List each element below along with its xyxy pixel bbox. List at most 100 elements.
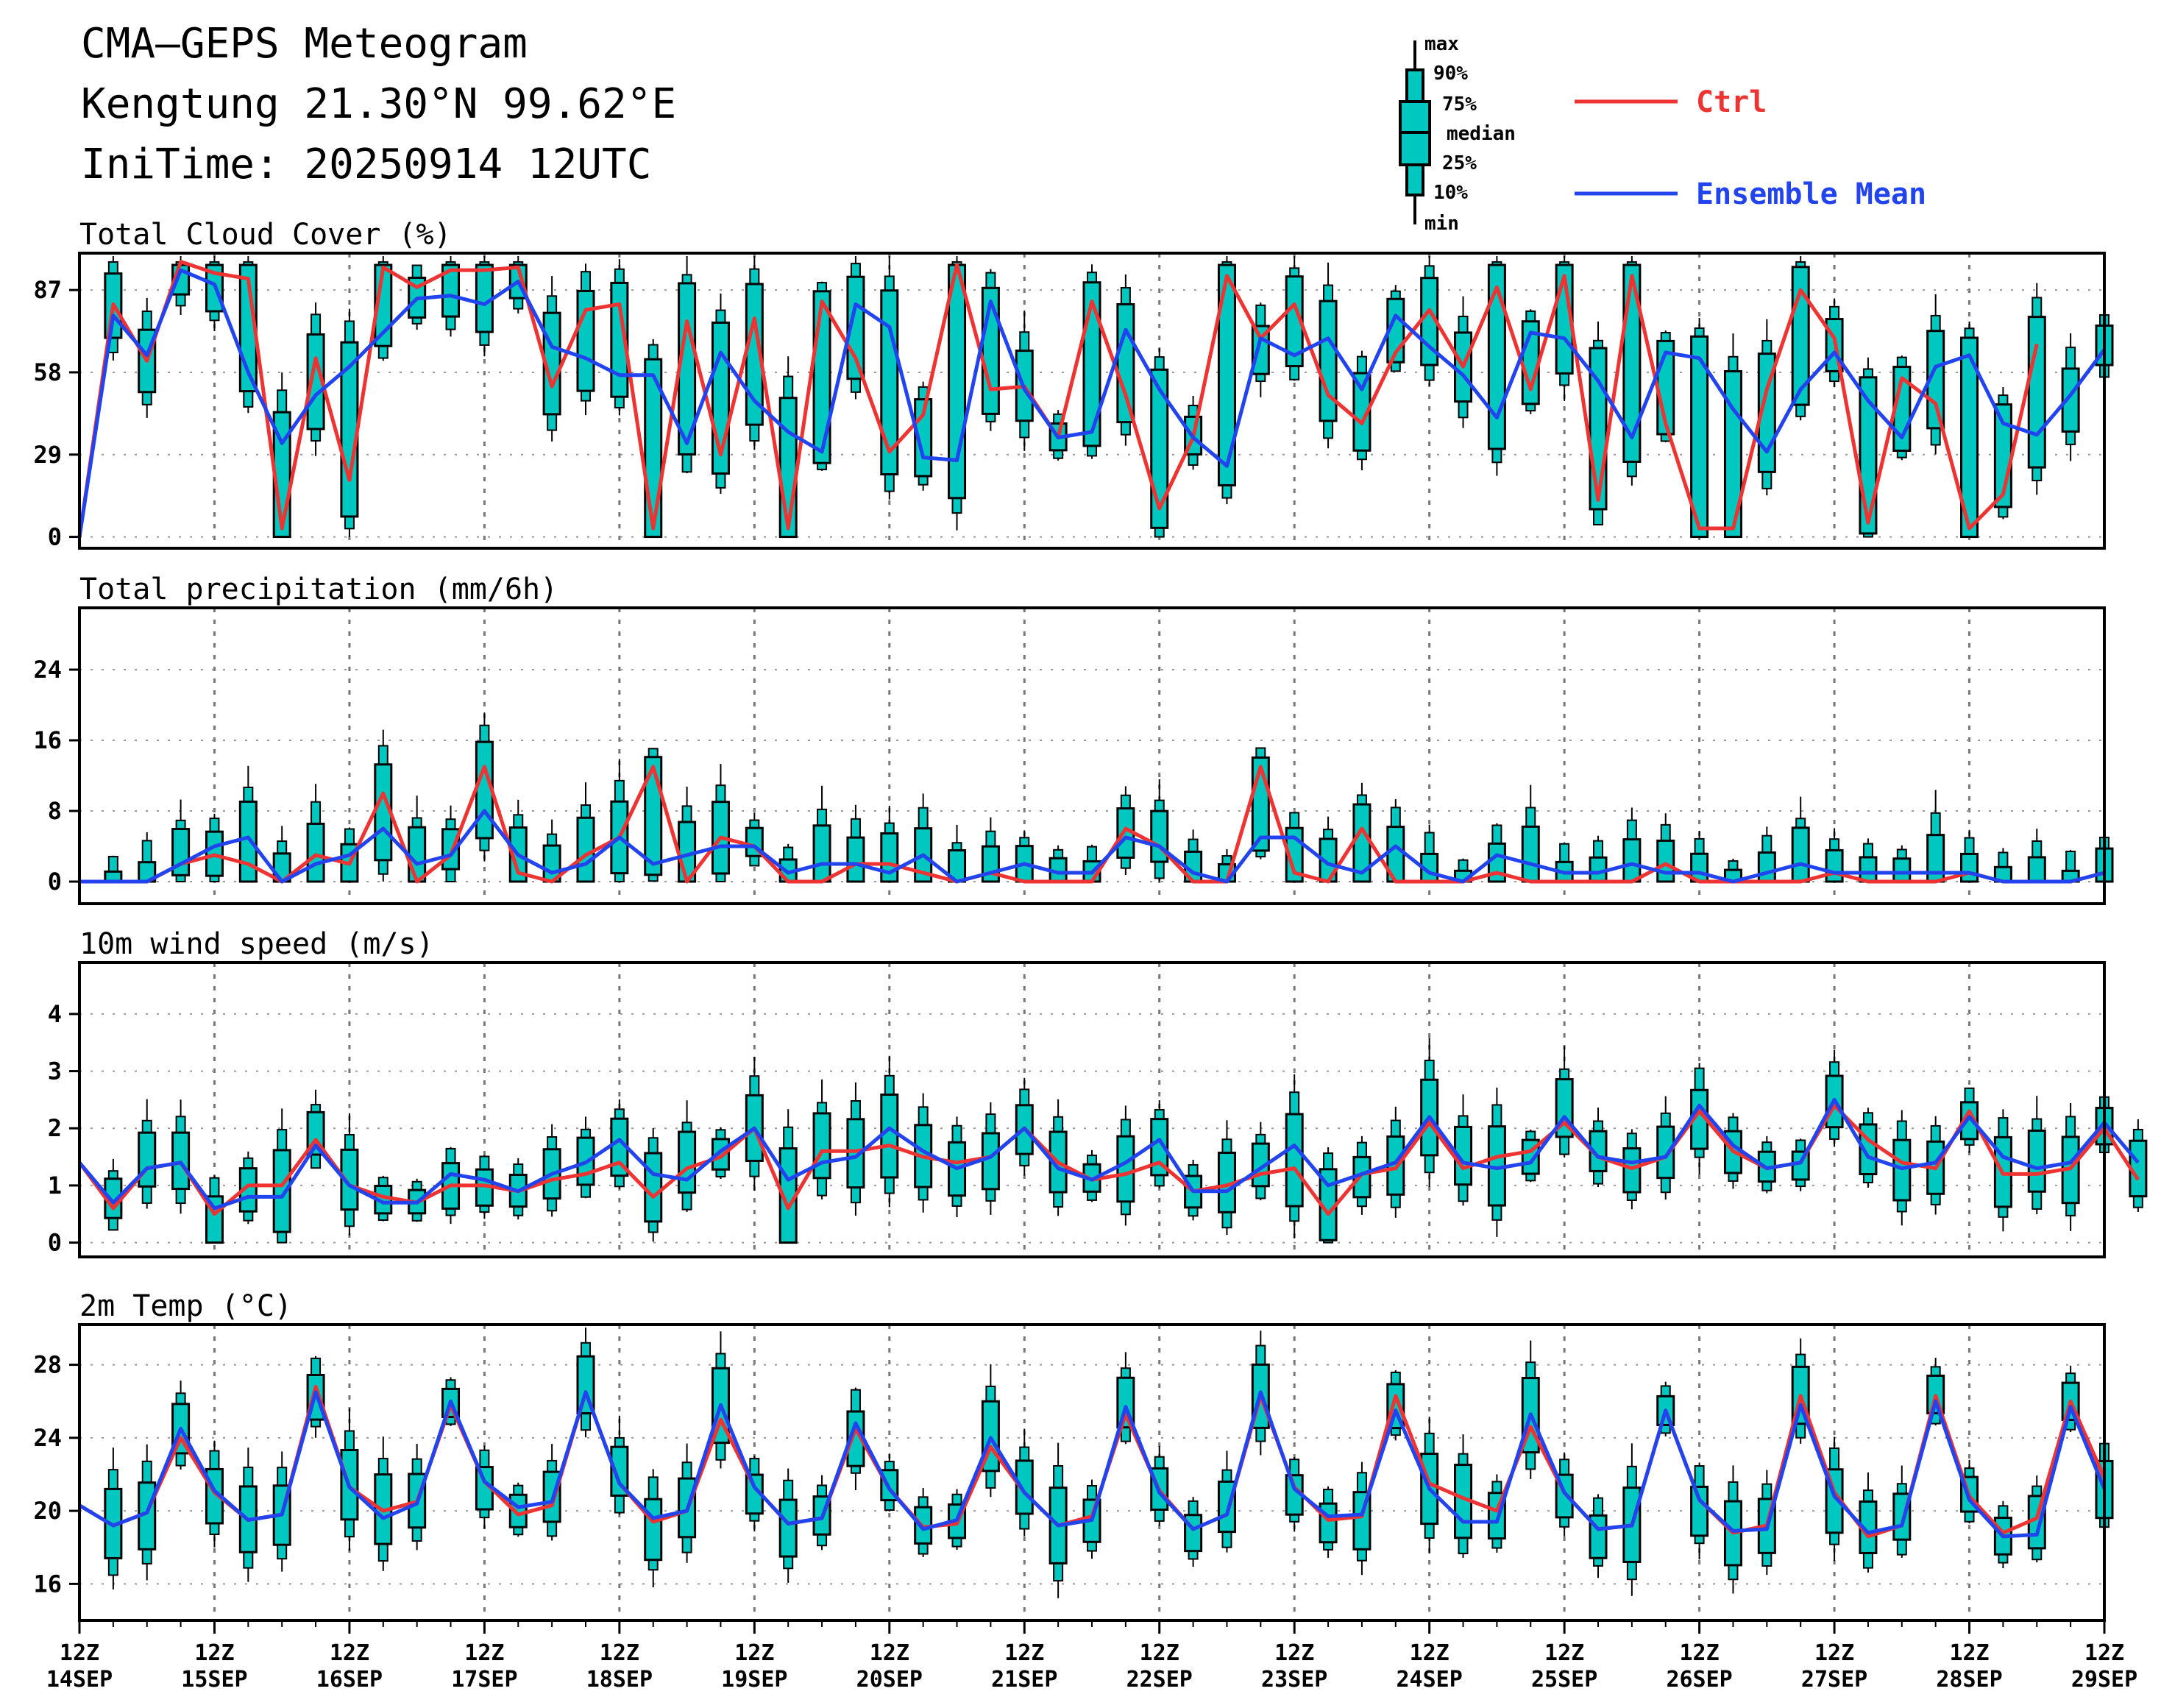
box-inner	[1521, 825, 1540, 883]
box-inner	[1791, 826, 1810, 883]
box-plot	[711, 764, 730, 882]
x-tick-label-hour: 12Z	[1004, 1640, 1044, 1666]
ctrl-series-line	[77, 260, 2039, 537]
box-plot	[1791, 796, 1810, 883]
box-plot	[880, 256, 899, 500]
box-plot	[1859, 1108, 1878, 1188]
box-inner	[644, 1498, 663, 1562]
box-plot	[1521, 309, 1540, 414]
y-tick-label: 8	[48, 797, 62, 825]
box-inner	[1757, 851, 1776, 883]
x-tick-label-date: 21SEP	[991, 1667, 1057, 1693]
box-inner	[1960, 336, 1979, 539]
box-inner	[1690, 1485, 1709, 1537]
box-plot	[171, 1381, 191, 1470]
box-plot	[610, 759, 629, 883]
box-inner	[846, 1118, 865, 1189]
box-plot	[1015, 311, 1034, 451]
legend-ctrl-label: Ctrl	[1696, 85, 1767, 119]
box-plot	[644, 339, 663, 539]
x-tick-label-date: 20SEP	[856, 1667, 923, 1693]
x-tick-label-date: 15SEP	[181, 1667, 247, 1693]
box-plot	[1859, 1472, 1878, 1573]
box-inner	[1622, 1147, 1642, 1194]
box-inner	[2027, 856, 2046, 883]
panel-1: Total precipitation (mm/6h) 0 8 16 24	[33, 573, 2114, 905]
box-legend: max 90% 75% median 25% 10% min	[1399, 33, 1516, 235]
box-inner	[306, 822, 325, 883]
legend-p25: 25%	[1442, 152, 1477, 174]
y-tick-label: 16	[33, 1570, 62, 1598]
box-plot	[1589, 1494, 1608, 1578]
chart-location: Kengtung 21.30°N 99.62°E	[81, 80, 676, 128]
box-plot	[1723, 858, 1742, 883]
box-plot	[745, 1056, 764, 1191]
box-plot	[812, 1475, 831, 1551]
box-plot	[711, 293, 730, 495]
legend-mean-label: Ensemble Mean	[1696, 177, 1926, 211]
box-plot	[1521, 1340, 1540, 1479]
box-plot	[1487, 1474, 1506, 1553]
panel-title: Total precipitation (mm/6h)	[79, 573, 558, 606]
x-tick-label-hour: 12Z	[600, 1640, 639, 1666]
x-tick-label-date: 19SEP	[721, 1667, 787, 1693]
ctrl-series-line	[79, 765, 2105, 884]
box-plot	[171, 1099, 191, 1214]
panel-title: 2m Temp (°C)	[79, 1289, 292, 1323]
box-plot	[1150, 1100, 1169, 1188]
box-inner	[678, 1130, 697, 1194]
x-tick-label-date: 23SEP	[1261, 1667, 1327, 1693]
x-tick-label-hour: 12Z	[194, 1640, 234, 1666]
box-plot	[1217, 256, 1236, 505]
box-inner	[981, 1132, 1000, 1191]
box-plot	[1993, 848, 2012, 883]
box-inner	[272, 1149, 291, 1233]
x-tick-label-hour: 12Z	[60, 1640, 99, 1666]
box-plot	[1319, 1147, 1338, 1244]
y-tick-label: 0	[48, 1229, 62, 1257]
box-plot	[138, 1099, 157, 1209]
box-inner	[576, 816, 595, 883]
box-inner	[1352, 372, 1372, 452]
y-tick-label: 28	[33, 1351, 62, 1379]
x-tick-label-hour: 12Z	[1544, 1640, 1584, 1666]
box-plot	[340, 308, 359, 537]
y-tick-label: 0	[48, 868, 62, 896]
y-tick-label: 24	[33, 656, 62, 684]
box-plot	[644, 1128, 663, 1242]
box-inner	[1690, 335, 1709, 539]
box-plot	[678, 1443, 697, 1563]
box-inner	[812, 1112, 831, 1180]
y-tick-label: 1	[48, 1172, 62, 1200]
box-plot	[948, 1116, 967, 1217]
legend-max: max	[1424, 33, 1459, 55]
box-inner	[1825, 848, 1844, 883]
x-tick-label-hour: 12Z	[870, 1640, 909, 1666]
legend-median: median	[1447, 123, 1516, 145]
box-plot	[1217, 1120, 1236, 1236]
box-plot	[1048, 845, 1068, 883]
x-tick-label-date: 24SEP	[1397, 1667, 1463, 1693]
box-plot	[542, 276, 561, 442]
panel-2: 10m wind speed (m/s) 0 1 2 3 4	[48, 927, 2148, 1258]
box-plot	[1859, 838, 1878, 883]
box-plot	[1251, 302, 1270, 397]
box-plot	[1622, 256, 1642, 486]
box-plot	[1487, 1087, 1506, 1237]
box-plot	[1251, 1121, 1270, 1201]
box-plot	[812, 1079, 831, 1200]
box-plot	[711, 1331, 730, 1469]
box-plot	[2027, 283, 2046, 495]
mean-series-line	[78, 1390, 2107, 1539]
box-inner	[1960, 852, 1979, 883]
box-plot	[2061, 849, 2080, 883]
box-inner	[1251, 325, 1270, 375]
box-plot	[880, 805, 899, 883]
x-tick-label-hour: 12Z	[1410, 1640, 1449, 1666]
y-tick-label: 16	[33, 726, 62, 754]
box-inner	[238, 800, 258, 883]
box-plot	[576, 263, 595, 416]
y-tick-label: 4	[48, 1000, 62, 1028]
panel-0: Total Cloud Cover (%) 0 29 58 87	[33, 218, 2114, 551]
box-inner	[1116, 1135, 1135, 1203]
